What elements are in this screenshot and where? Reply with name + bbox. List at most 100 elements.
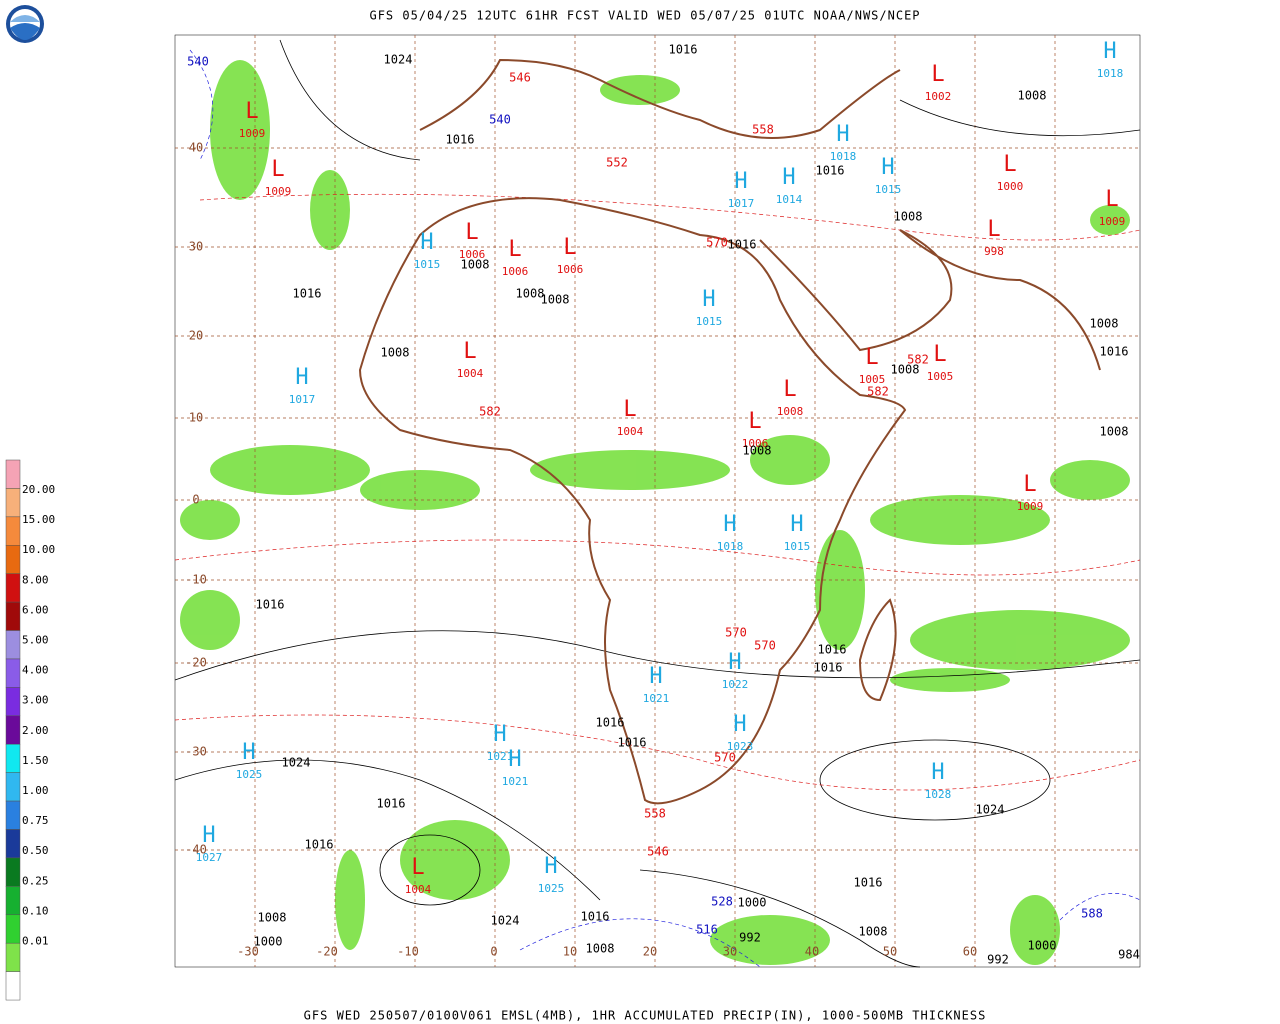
pressure-center-letter: L [463, 339, 476, 364]
legend-label: 4.00 [22, 664, 49, 677]
contour-label: 1016 [816, 164, 845, 178]
pressure-center-letter: L [465, 220, 478, 245]
contour-label: 570 [714, 751, 736, 765]
longitude-label: -10 [397, 945, 419, 959]
pressure-center-value: 1022 [722, 678, 749, 691]
precip-areas [180, 60, 1130, 965]
pressure-center-letter: L [508, 237, 521, 262]
coastline [358, 197, 907, 805]
contour-label: 1000 [254, 935, 283, 949]
contour-label: 1016 [581, 910, 610, 924]
pressure-center-letter: H [702, 287, 715, 312]
longitude-label: 0 [490, 945, 497, 959]
pressure-center-letter: L [933, 342, 946, 367]
contour-label: 582 [867, 385, 889, 399]
contour-label: 1016 [596, 716, 625, 730]
contour-label: 992 [987, 953, 1009, 967]
contour-label: 1016 [728, 238, 757, 252]
contour-label: 1008 [1018, 89, 1047, 103]
legend-swatch [5, 545, 21, 574]
contour-label: 1016 [854, 876, 883, 890]
pressure-center-letter: L [411, 855, 424, 880]
pressure-center-letter: H [649, 664, 662, 689]
legend-label: 0.75 [22, 814, 49, 827]
contour-label: 1024 [282, 756, 311, 770]
legend-swatch [5, 942, 21, 972]
madagascar [858, 598, 897, 702]
contour-label: 570 [754, 639, 776, 653]
pressure-center-value: 1018 [1097, 67, 1124, 80]
pressure-center-letter: H [544, 854, 557, 879]
pressure-center-letter: H [242, 740, 255, 765]
pressure-center-letter: H [420, 230, 433, 255]
pressure-center-value: 1004 [457, 367, 484, 380]
europe-coast [419, 58, 901, 139]
pressure-center-value: 1006 [742, 437, 769, 450]
contour-label: 1008 [859, 925, 888, 939]
pressure-center-letter: H [790, 512, 803, 537]
contour-label: 1008 [894, 210, 923, 224]
legend-swatch [5, 459, 21, 489]
contour-label: 1016 [1100, 345, 1129, 359]
contour-label: 570 [725, 626, 747, 640]
contour-label: 546 [647, 845, 669, 859]
contour-label: 1016 [256, 598, 285, 612]
pressure-center-value: 1009 [1099, 215, 1126, 228]
pressure-center-letter: H [295, 365, 308, 390]
latitude-label: 10 [189, 411, 203, 425]
contour-label: 1024 [976, 803, 1005, 817]
pressure-center-value: 1006 [502, 265, 529, 278]
pressure-center-letter: L [783, 377, 796, 402]
latitude-label: -40 [185, 843, 207, 857]
pressure-center-value: 1009 [239, 127, 266, 140]
latitude-label: -30 [185, 745, 207, 759]
pressure-center-letter: L [865, 345, 878, 370]
pressure-center-value: 1015 [696, 315, 723, 328]
isobars [174, 39, 1141, 968]
arabia-coast [759, 229, 1101, 371]
pressure-center-value: 1008 [777, 405, 804, 418]
pressure-center-letter: H [1103, 39, 1116, 64]
pressure-center-value: 1018 [830, 150, 857, 163]
legend-swatch [5, 601, 21, 631]
pressure-center-letter: L [245, 99, 258, 124]
pressure-center-letter: H [734, 169, 747, 194]
legend-swatch [5, 829, 21, 859]
legend-swatch [5, 886, 21, 916]
legend-swatch [5, 800, 21, 830]
contour-label: 582 [479, 405, 501, 419]
pressure-center-value: 1006 [557, 263, 584, 276]
legend-label: 3.00 [22, 694, 49, 707]
legend-swatch [5, 914, 21, 944]
contour-label: 582 [907, 353, 929, 367]
contour-label: 1000 [738, 896, 767, 910]
footer-title: GFS WED 250507/0100V061 EMSL(4MB), 1HR A… [304, 1009, 987, 1023]
graticule [175, 35, 1140, 967]
contour-label: 1008 [461, 258, 490, 272]
contour-label: 1008 [743, 444, 772, 458]
pressure-center-letter: H [836, 122, 849, 147]
pressure-center-value: 1018 [717, 540, 744, 553]
contour-label: 1016 [818, 643, 847, 657]
legend-swatch [5, 658, 21, 688]
legend-swatch [5, 772, 21, 802]
contour-label: 570 [706, 236, 728, 250]
pressure-center-value: 1009 [1017, 500, 1044, 513]
pressure-center-letter: H [723, 512, 736, 537]
contour-label: 1008 [586, 942, 615, 956]
pressure-center-letter: L [563, 235, 576, 260]
contour-label: 1008 [1090, 317, 1119, 331]
legend-swatch [5, 743, 21, 773]
pressure-center-letter: L [931, 62, 944, 87]
pressure-center-value: 1017 [289, 393, 316, 406]
legend-swatch [5, 516, 21, 546]
legend-label: 1.00 [22, 784, 49, 797]
pressure-center-letter: L [1003, 152, 1016, 177]
legend-label: 0.50 [22, 844, 49, 857]
pressure-center-value: 1009 [265, 185, 292, 198]
legend-label: 6.00 [22, 603, 49, 616]
pressure-center-letter: L [1023, 472, 1036, 497]
pressure-center-letter: L [987, 217, 1000, 242]
pressure-center-value: 1027 [196, 851, 223, 864]
